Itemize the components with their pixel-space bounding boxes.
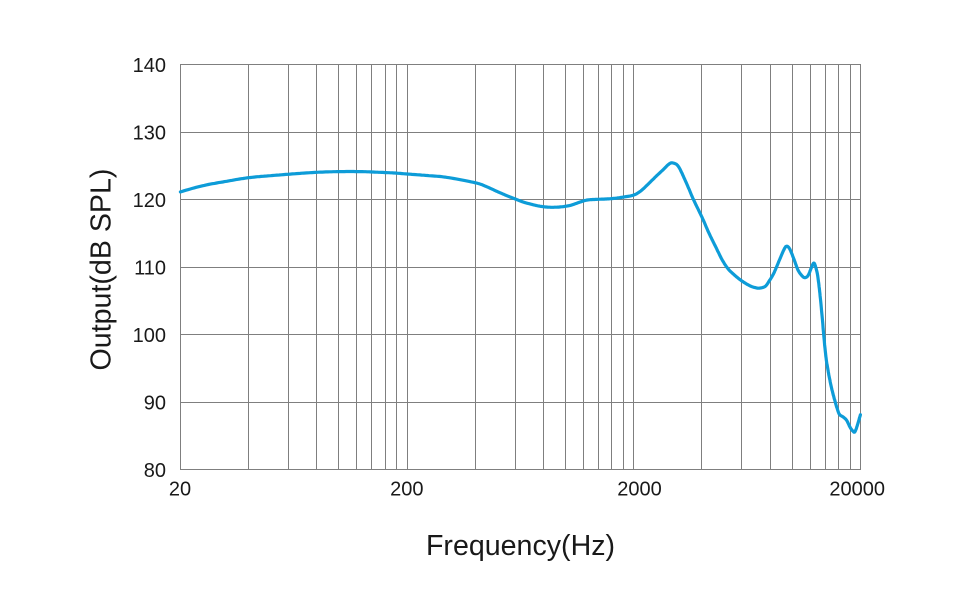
svg-text:130: 130 — [133, 122, 166, 144]
svg-text:2000: 2000 — [617, 479, 662, 501]
svg-text:110: 110 — [134, 257, 166, 279]
svg-text:100: 100 — [133, 325, 166, 347]
svg-text:80: 80 — [144, 460, 166, 482]
svg-text:140: 140 — [133, 55, 166, 77]
svg-text:20000: 20000 — [829, 479, 885, 501]
svg-text:90: 90 — [144, 392, 166, 414]
svg-text:200: 200 — [390, 479, 423, 501]
svg-text:120: 120 — [133, 190, 166, 212]
svg-text:20: 20 — [169, 479, 191, 501]
svg-text:Frequency(Hz): Frequency(Hz) — [426, 530, 615, 562]
svg-text:Output(dB SPL): Output(dB SPL) — [86, 169, 118, 371]
